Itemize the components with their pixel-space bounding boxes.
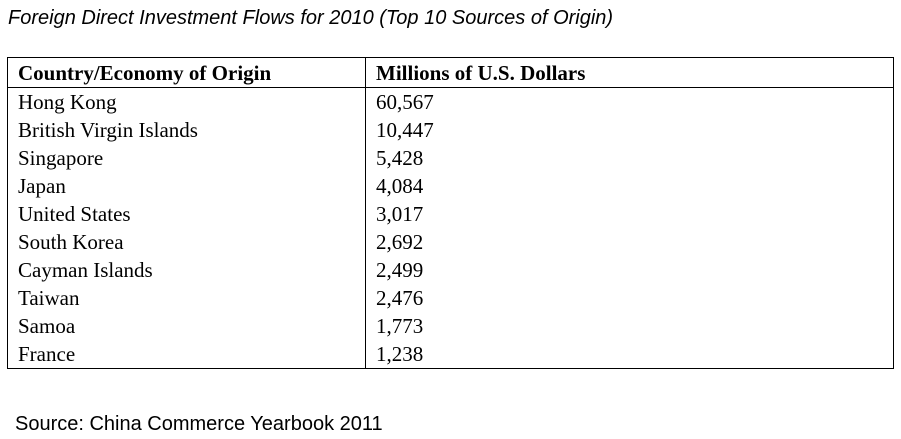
country-cell: Taiwan (7, 284, 366, 312)
value-cell: 1,773 (365, 312, 894, 340)
table-row: France 1,238 (7, 340, 894, 369)
value-cell: 2,476 (365, 284, 894, 312)
country-cell: France (7, 340, 366, 369)
country-cell: Japan (7, 172, 366, 200)
table-title: Foreign Direct Investment Flows for 2010… (8, 7, 614, 29)
table-row: Taiwan 2,476 (7, 284, 894, 312)
table-row: South Korea 2,692 (7, 228, 894, 256)
country-cell: Cayman Islands (7, 256, 366, 284)
country-cell: Samoa (7, 312, 366, 340)
country-cell: Singapore (7, 144, 366, 172)
value-cell: 1,238 (365, 340, 894, 369)
table-header-row: Country/Economy of Origin Millions of U.… (7, 57, 894, 88)
column-header-country: Country/Economy of Origin (7, 57, 366, 88)
column-header-value: Millions of U.S. Dollars (365, 57, 894, 88)
table-row: Japan 4,084 (7, 172, 894, 200)
value-cell: 2,499 (365, 256, 894, 284)
value-cell: 10,447 (365, 116, 894, 144)
value-cell: 60,567 (365, 87, 894, 116)
value-cell: 5,428 (365, 144, 894, 172)
table-row: Cayman Islands 2,499 (7, 256, 894, 284)
table-row: Samoa 1,773 (7, 312, 894, 340)
country-cell: United States (7, 200, 366, 228)
table-row: Singapore 5,428 (7, 144, 894, 172)
source-note: Source: China Commerce Yearbook 2011 (15, 413, 383, 435)
table-row: United States 3,017 (7, 200, 894, 228)
value-cell: 4,084 (365, 172, 894, 200)
country-cell: British Virgin Islands (7, 116, 366, 144)
value-cell: 3,017 (365, 200, 894, 228)
table-row: Hong Kong 60,567 (7, 87, 894, 116)
fdi-table: Country/Economy of Origin Millions of U.… (7, 57, 894, 369)
value-cell: 2,692 (365, 228, 894, 256)
country-cell: Hong Kong (7, 87, 366, 116)
country-cell: South Korea (7, 228, 366, 256)
table-row: British Virgin Islands 10,447 (7, 116, 894, 144)
